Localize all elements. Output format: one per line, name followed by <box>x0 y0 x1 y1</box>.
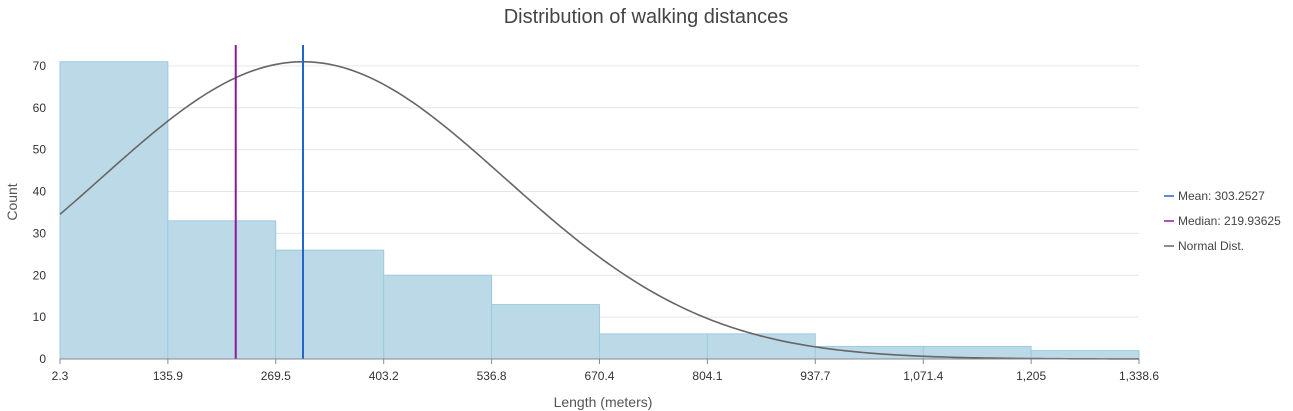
histogram-bars <box>59 61 1140 360</box>
y-tick-label: 20 <box>33 268 47 282</box>
legend: Mean: 303.2527 Median: 219.93625 Normal … <box>1164 189 1281 253</box>
legend-item-mean[interactable]: Mean: 303.2527 <box>1164 189 1265 203</box>
x-tick-label: 135.9 <box>153 369 183 383</box>
y-tick-label: 40 <box>33 185 47 199</box>
histogram-bar[interactable] <box>275 249 385 360</box>
y-tick-label: 30 <box>33 226 47 240</box>
x-tick-label: 937.7 <box>800 369 830 383</box>
y-tick-label: 70 <box>33 59 47 73</box>
legend-item-median[interactable]: Median: 219.93625 <box>1164 214 1281 228</box>
histogram-bar[interactable] <box>1030 350 1140 360</box>
x-tick-labels: 2.3 135.9 269.5 403.2 536.8 670.4 804.1 937.7 1,… <box>52 359 1159 383</box>
x-tick-label: 1,071.4 <box>903 369 943 383</box>
x-tick-label: 269.5 <box>261 369 291 383</box>
histogram-bar[interactable] <box>491 304 600 360</box>
legend-item-normal-dist[interactable]: Normal Dist. <box>1164 239 1244 253</box>
normal-dist-curve <box>59 60 1140 360</box>
y-tick-labels: 0 10 20 30 40 50 60 70 <box>33 59 47 366</box>
y-tick-label: 10 <box>33 310 47 324</box>
y-tick-label: 0 <box>39 352 46 366</box>
histogram-bar[interactable] <box>598 333 708 360</box>
histogram-bar[interactable] <box>706 333 816 360</box>
x-tick-label: 1,205 <box>1016 369 1046 383</box>
y-tick-label: 50 <box>33 143 47 157</box>
histogram-bar[interactable] <box>383 274 493 360</box>
x-tick-label: 2.3 <box>52 369 69 383</box>
x-tick-label: 804.1 <box>692 369 722 383</box>
legend-mean-label: Mean: 303.2527 <box>1178 189 1265 203</box>
x-tick-label: 536.8 <box>477 369 507 383</box>
histogram-bar[interactable] <box>167 220 277 360</box>
histogram-bar[interactable] <box>59 61 169 360</box>
normal-curve-layer <box>59 60 1140 360</box>
x-tick-label: 1,338.6 <box>1119 369 1159 383</box>
x-axis-label: Length (meters) <box>554 394 653 410</box>
x-tick-label: 403.2 <box>369 369 399 383</box>
legend-normal-label: Normal Dist. <box>1178 239 1244 253</box>
x-tick-label: 670.4 <box>584 369 614 383</box>
y-tick-label: 60 <box>33 101 47 115</box>
legend-median-label: Median: 219.93625 <box>1178 214 1281 228</box>
reference-lines <box>234 45 305 359</box>
chart-title: Distribution of walking distances <box>504 6 789 28</box>
y-axis-label: Count <box>4 183 20 220</box>
